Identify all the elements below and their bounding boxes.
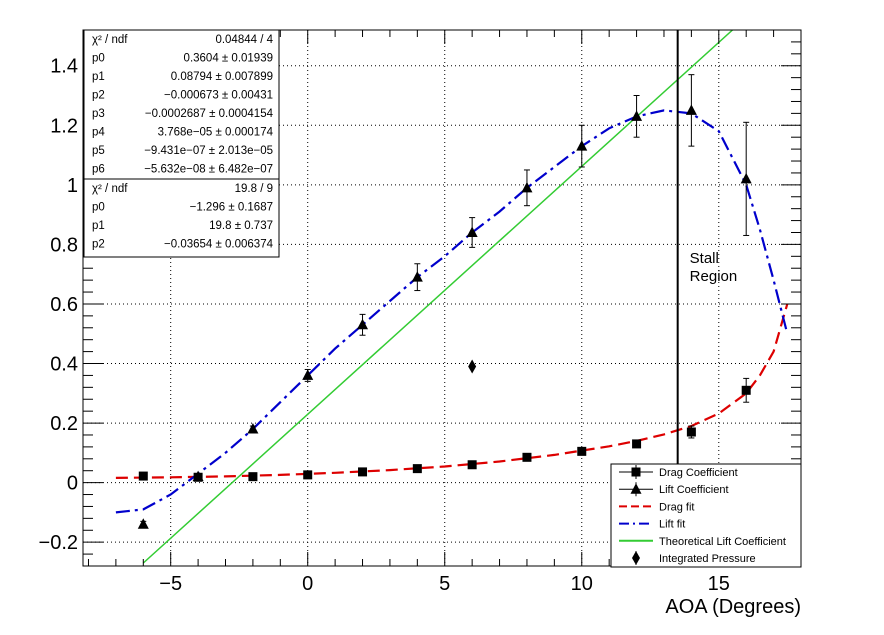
legend-label: Integrated Pressure (659, 553, 756, 565)
legend-marker (631, 467, 641, 477)
series-line-lift-fit (115, 109, 789, 514)
legend-label: Lift Coefficient (659, 484, 729, 496)
data-point-lift-coefficient (247, 423, 259, 434)
legend-box (610, 463, 802, 568)
y-tick-label: 0.6 (50, 294, 78, 316)
legend-label: Drag Coefficient (659, 467, 738, 479)
stat-param-value: 3.768e−05 ± 0.000174 (158, 127, 274, 139)
y-tick-label: 0.2 (50, 413, 78, 435)
plot-layer (115, 30, 789, 566)
data-point-lift-coefficient (740, 172, 752, 184)
legend-label: Drag fit (659, 501, 694, 513)
stat-param-value: −0.0002687 ± 0.0004154 (145, 108, 274, 120)
data-point-drag-coefficient (138, 471, 148, 481)
data-point-drag-coefficient (686, 427, 696, 437)
stall-label: Region (690, 268, 738, 285)
data-point-drag-coefficient (577, 446, 587, 456)
legend-label: Lift fit (659, 519, 685, 531)
y-tick-label: 0.8 (50, 234, 78, 256)
stat-param-name: p0 (92, 53, 105, 65)
data-point-drag-coefficient (303, 470, 313, 480)
x-tick-label: 15 (708, 573, 730, 595)
data-point-lift-coefficient (521, 181, 533, 193)
x-tick-label: 0 (302, 573, 313, 595)
data-point-integrated-pressure (468, 359, 477, 374)
data-point-drag-coefficient (358, 467, 368, 477)
stat-param-value: 19.8 / 9 (235, 183, 273, 195)
data-point-drag-coefficient (412, 464, 422, 474)
y-tick-label: 0.4 (50, 354, 78, 376)
x-tick-label: −5 (159, 573, 182, 595)
legend-marker (630, 483, 642, 494)
x-tick-label: 5 (439, 573, 450, 595)
data-point-drag-coefficient (522, 452, 532, 462)
frame-layer (82, 29, 802, 567)
data-point-lift-coefficient (466, 226, 478, 237)
stat-param-name: p2 (92, 90, 105, 102)
legend-marker (632, 551, 640, 565)
stat-box (83, 29, 280, 183)
stat-param-name: p1 (92, 220, 105, 232)
data-point-lift-coefficient (411, 271, 423, 282)
stat-param-value: 0.04844 / 4 (215, 34, 273, 46)
legend-layer: Drag Coefficient Lift Coefficient Drag fit… (610, 463, 802, 568)
series-line-drag-fit (115, 303, 789, 479)
stat-param-value: 0.08794 ± 0.007899 (171, 71, 273, 83)
stat-param-name: p0 (92, 202, 105, 214)
data-point-lift-coefficient (631, 110, 643, 121)
stats-layer: χ² / ndf 0.04844 / 4 p0 0.3604 ± 0.01939 p1 0… (83, 29, 280, 258)
data-point-drag-coefficient (741, 385, 751, 395)
plot-frame (82, 29, 802, 567)
data-point-lift-coefficient (685, 104, 697, 115)
data-point-lift-coefficient (192, 470, 204, 482)
stall-label: Stall (690, 250, 719, 267)
stat-param-value: −0.03654 ± 0.006374 (164, 239, 274, 251)
y-tick-label: 1 (67, 175, 78, 197)
x-axis-label: AOA (Degrees) (665, 596, 801, 618)
stat-param-name: p2 (92, 239, 105, 251)
stat-param-name: χ² / ndf (92, 34, 128, 46)
stat-param-name: χ² / ndf (92, 183, 128, 195)
stat-param-value: −1.296 ± 0.1687 (190, 202, 273, 214)
y-tick-label: −0.2 (39, 532, 78, 554)
stat-param-name: p5 (92, 145, 105, 157)
legend-label: Theoretical Lift Coefficient (659, 536, 786, 548)
x-tick-label: 10 (571, 573, 593, 595)
stat-param-value: 19.8 ± 0.737 (209, 220, 273, 232)
stat-param-name: p4 (92, 127, 105, 139)
stat-param-value: −0.000673 ± 0.00431 (164, 90, 273, 102)
stat-param-value: −5.632e−08 ± 6.482e−07 (144, 164, 273, 176)
y-tick-label: 1.4 (50, 56, 78, 78)
data-point-drag-coefficient (467, 460, 477, 470)
stat-param-name: p1 (92, 71, 105, 83)
data-point-drag-coefficient (248, 472, 258, 482)
y-tick-label: 1.2 (50, 115, 78, 137)
data-point-drag-coefficient (632, 439, 642, 449)
stat-param-name: p6 (92, 164, 105, 176)
y-tick-label: 0 (67, 473, 78, 495)
stat-param-name: p3 (92, 108, 105, 120)
data-point-lift-coefficient (357, 318, 369, 330)
data-point-lift-coefficient (137, 518, 149, 529)
stat-box (83, 178, 280, 258)
data-point-lift-coefficient (576, 140, 588, 151)
stat-param-value: −9.431e−07 ± 2.013e−05 (144, 145, 273, 157)
grid-layer (83, 30, 801, 566)
data-point-lift-coefficient (302, 369, 314, 380)
stat-param-value: 0.3604 ± 0.01939 (184, 53, 273, 65)
